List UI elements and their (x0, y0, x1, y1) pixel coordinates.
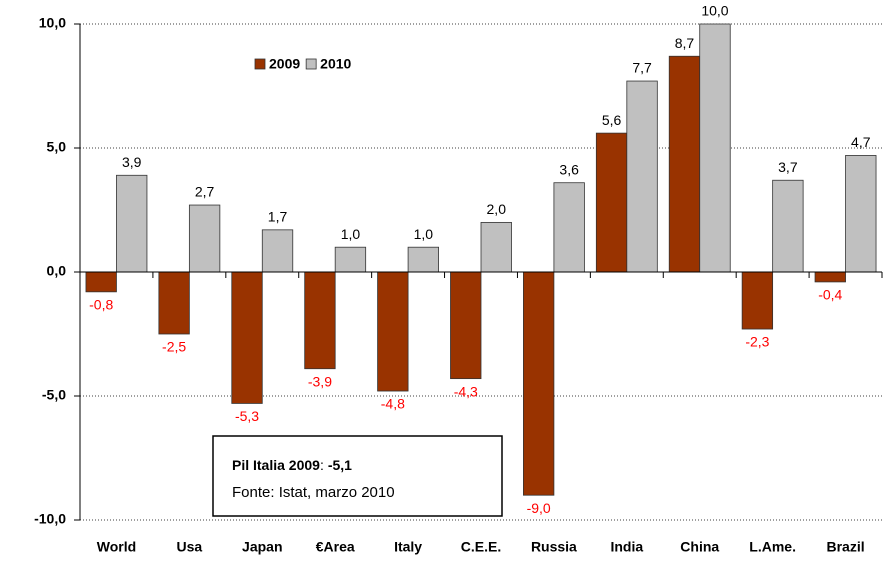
x-tick-label: Italy (394, 539, 422, 555)
y-tick-label: -10,0 (34, 511, 66, 527)
value-label: -5,3 (235, 408, 259, 424)
annotation-source: Fonte: Istat, marzo 2010 (232, 484, 395, 501)
bar (741, 271, 774, 330)
bar (772, 179, 804, 273)
legend-swatch (254, 58, 266, 70)
bar (158, 271, 190, 335)
bar (845, 155, 877, 273)
y-tick-label: -5,0 (42, 387, 66, 403)
bar (668, 55, 701, 273)
value-label: 4,7 (851, 134, 871, 150)
bar (450, 271, 482, 380)
value-label: 1,0 (341, 226, 361, 242)
value-label: -3,9 (308, 373, 332, 389)
bar (595, 132, 628, 273)
y-tick-label: 10,0 (39, 15, 66, 31)
legend-swatch (305, 58, 317, 70)
value-label: 3,6 (559, 161, 579, 177)
x-tick-label: World (97, 539, 136, 555)
value-label: 1,7 (268, 209, 288, 225)
bar (231, 271, 263, 404)
bar (261, 229, 294, 273)
bar (377, 271, 409, 392)
value-label: -4,3 (454, 383, 478, 399)
bar (407, 246, 439, 273)
annotation-separator: : (320, 457, 324, 473)
value-label: 1,0 (414, 226, 434, 242)
value-label: -0,8 (89, 297, 113, 313)
value-label: 8,7 (675, 35, 695, 51)
value-label: -2,3 (745, 334, 769, 350)
x-tick-label: Russia (531, 539, 577, 555)
value-label: 10,0 (701, 3, 728, 19)
x-tick-label: China (680, 539, 719, 555)
bar (626, 80, 658, 273)
bar (304, 271, 336, 370)
value-label: -9,0 (527, 500, 551, 516)
x-tick-label: India (610, 539, 643, 555)
bar (523, 271, 555, 496)
annotation-box (212, 435, 503, 517)
x-tick-label: L.Ame. (749, 539, 796, 555)
value-label: -0,4 (818, 287, 842, 303)
bar (553, 182, 585, 273)
x-tick-label: Brazil (826, 539, 864, 555)
bar (188, 204, 221, 273)
bar (814, 271, 846, 283)
value-label: 5,6 (602, 112, 622, 128)
x-tick-label: C.E.E. (461, 539, 501, 555)
annotation-line: Pil Italia 2009: -5,1 (232, 457, 352, 473)
value-label: 2,7 (195, 184, 215, 200)
bar (116, 174, 148, 273)
y-tick-label: 5,0 (47, 139, 67, 155)
bar (699, 23, 731, 273)
annotation-title: Pil Italia 2009 (232, 457, 320, 473)
value-label: 7,7 (632, 60, 652, 76)
x-tick-label: Usa (177, 539, 203, 555)
bar (334, 246, 367, 273)
x-tick-label: €Area (316, 539, 355, 555)
x-tick-label: Japan (242, 539, 282, 555)
bar (480, 221, 512, 273)
annotation-value: -5,1 (328, 457, 352, 473)
legend-label: 2010 (320, 56, 351, 72)
value-label: 2,0 (487, 201, 507, 217)
value-label: -4,8 (381, 396, 405, 412)
value-label: 3,9 (122, 154, 142, 170)
value-label: -2,5 (162, 339, 186, 355)
bar (85, 271, 117, 293)
legend-label: 2009 (269, 56, 300, 72)
y-tick-label: 0,0 (47, 263, 67, 279)
value-label: 3,7 (778, 159, 798, 175)
